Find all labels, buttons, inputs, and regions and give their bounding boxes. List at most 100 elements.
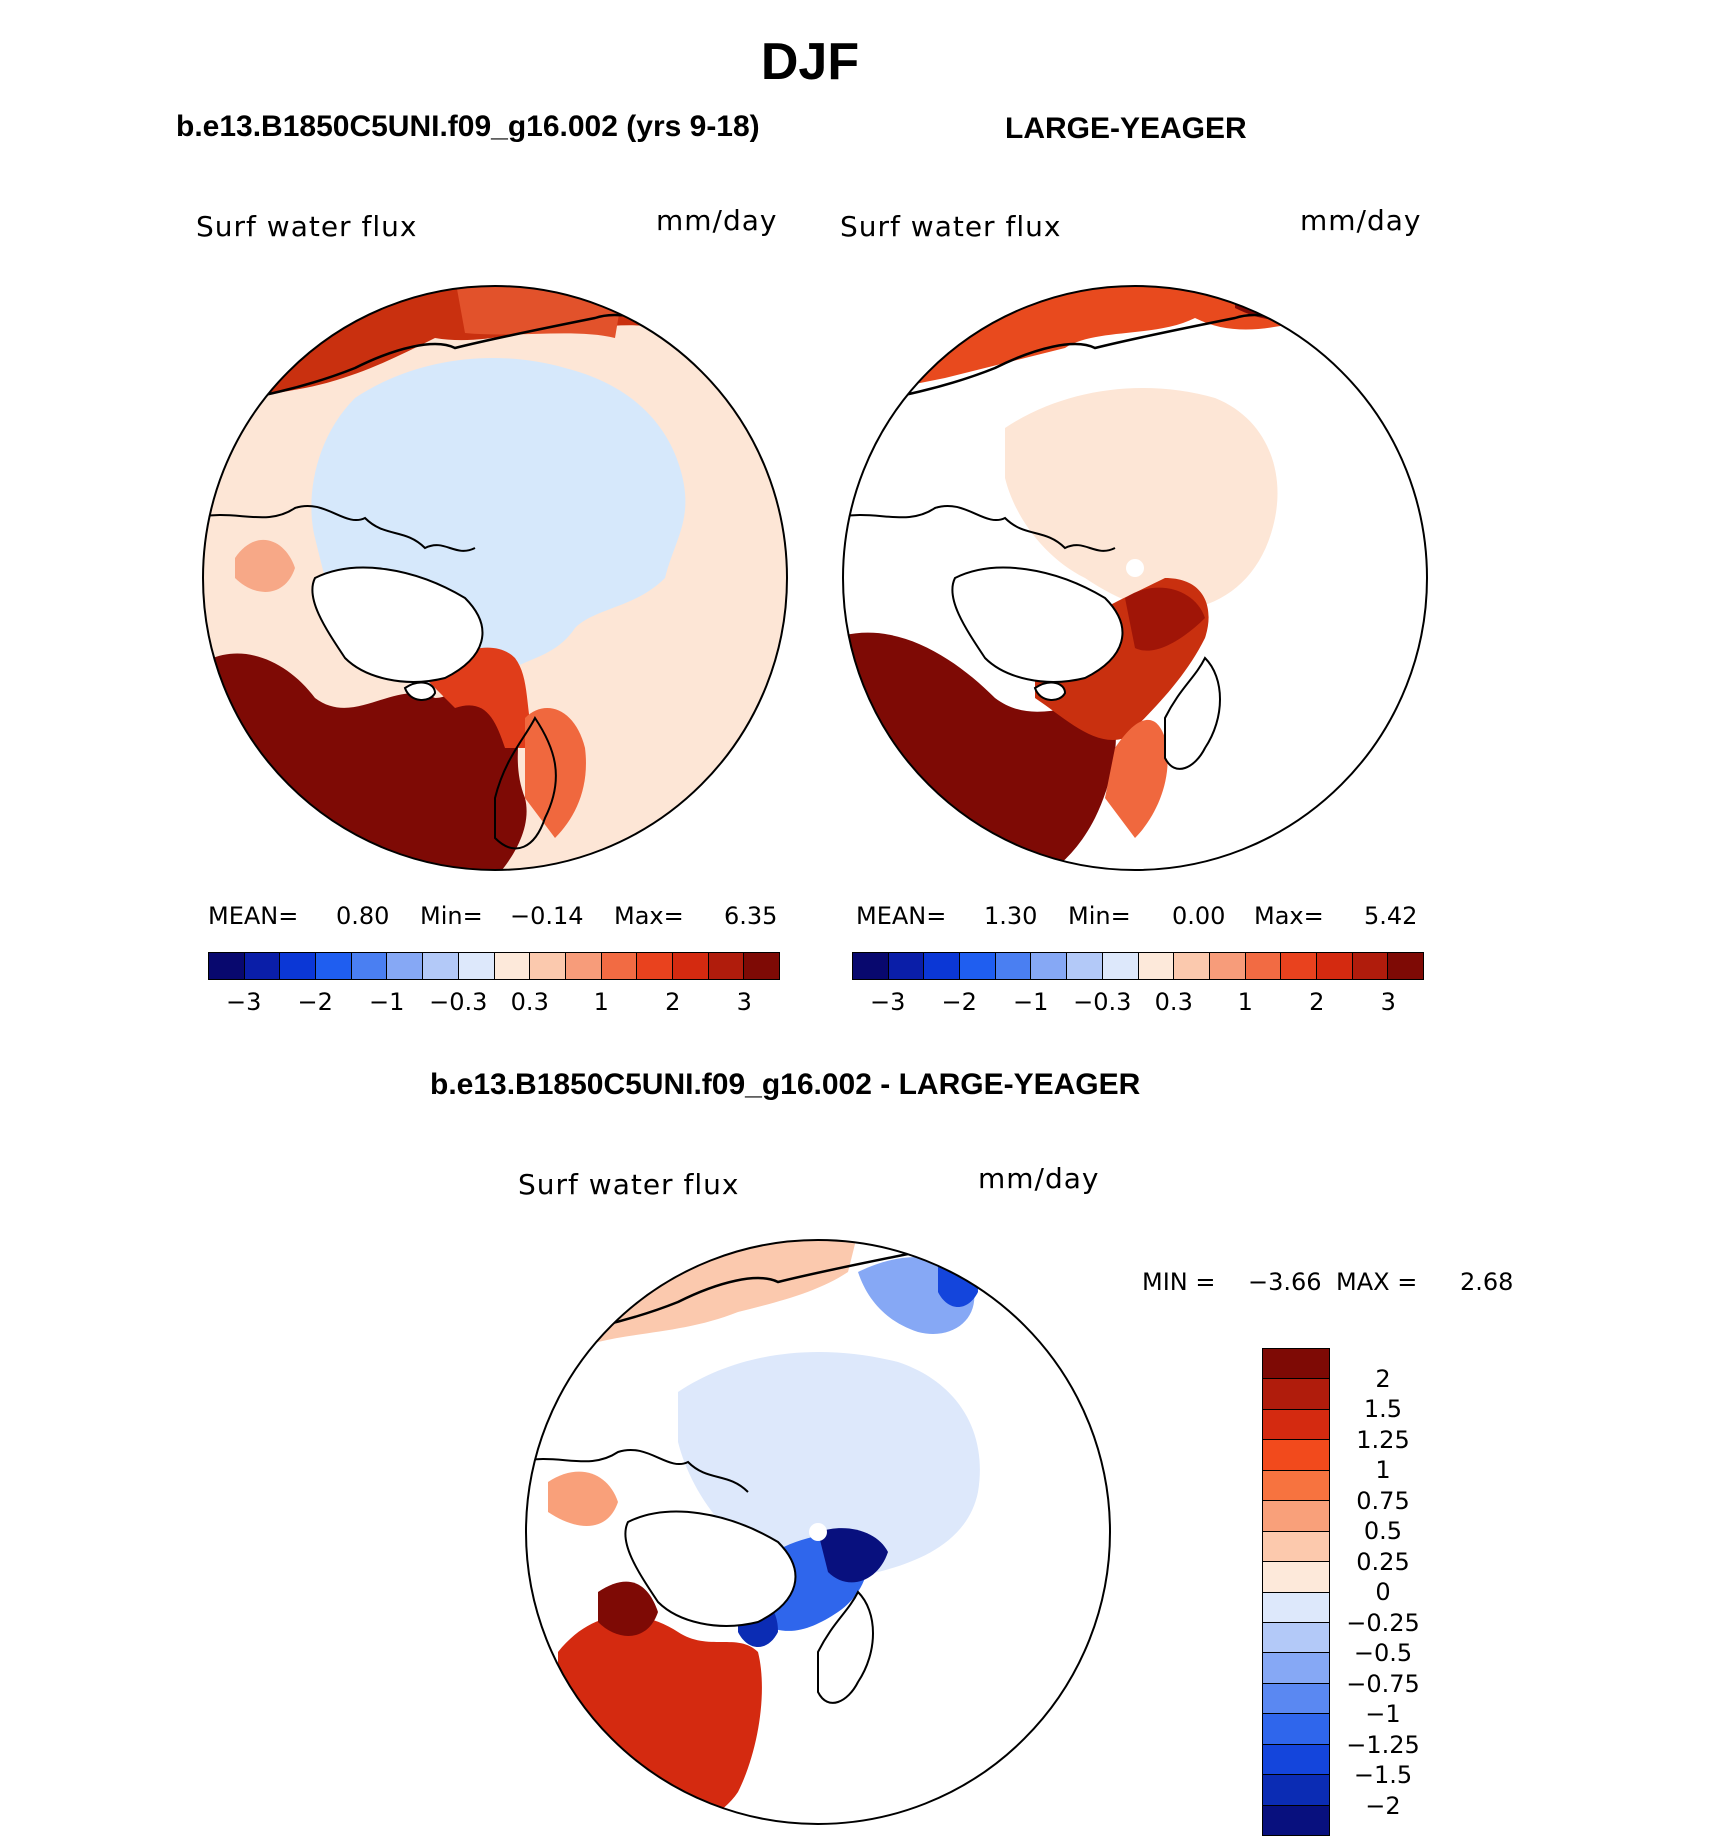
colorbar-panel-3-tick-label: −1.25 [1346, 1730, 1420, 1759]
colorbar-panel-2-swatch [924, 953, 961, 979]
north-atlantic-max [598, 1581, 658, 1636]
colorbar-panel-3-tick-label: −1 [1365, 1700, 1401, 1728]
pole-hole [809, 1523, 827, 1541]
colorbar-panel-1-tick-label: −0.3 [429, 988, 488, 1016]
colorbar-panel-2-swatch [1316, 953, 1353, 979]
colorbar-panel-1-tick-label: −2 [297, 988, 333, 1016]
panel-1-mean-value: 0.80 [336, 902, 390, 930]
colorbar-panel-3-swatch [1263, 1531, 1329, 1563]
colorbar-panel-2-swatch [1245, 953, 1282, 979]
colorbar-panel-3-tick-label: −0.25 [1346, 1608, 1420, 1637]
colorbar-panel-3-tick-label: 0.25 [1356, 1547, 1410, 1576]
iceland [1033, 681, 1067, 701]
colorbar-panel-3-swatch [1263, 1775, 1329, 1806]
panel-3-variable-label: Surf water flux [518, 1168, 740, 1201]
colorbar-panel-2-tick-label: −3 [870, 988, 906, 1016]
colorbar-panel-2-tick-label: −0.3 [1073, 988, 1132, 1016]
barents-negative-min [818, 1528, 888, 1583]
colorbar-panel-1-swatch [387, 953, 424, 979]
panel-1-min-value: −0.14 [510, 902, 584, 930]
colorbar-panel-3-tick-label: 0.5 [1363, 1517, 1403, 1545]
panel-3-title: b.e13.B1850C5UNI.f09_g16.002 - LARGE-YEA… [430, 1068, 1141, 1101]
colorbar-panel-2-swatch [1067, 953, 1103, 979]
colorbar-panel-1-swatch [744, 953, 779, 979]
panel-2-variable-label: Surf water flux [840, 210, 1062, 243]
panel-1-max-value: 6.35 [724, 902, 778, 930]
map-panel-1 [202, 285, 788, 871]
colorbar-panel-3-tick-label: 1.25 [1356, 1425, 1410, 1454]
panel-1-units-label: mm/day [656, 204, 778, 237]
colorbar-panel-1-swatch [351, 953, 388, 979]
panel-3-units-label: mm/day [978, 1162, 1100, 1195]
colorbar-panel-2-swatch [995, 953, 1032, 979]
arctic-ocean-region [678, 1352, 980, 1576]
colorbar-panel-2-tick-label: 2 [1309, 988, 1325, 1016]
colorbar-panel-3-swatch [1263, 1714, 1329, 1745]
colorbar-panel-1-swatch [316, 953, 352, 979]
panel-1-title: b.e13.B1850C5UNI.f09_g16.002 (yrs 9-18) [176, 110, 760, 143]
panel-2-max-label: Max= [1254, 902, 1324, 930]
colorbar-panel-3-tick-label: −0.5 [1353, 1639, 1413, 1667]
greenland [624, 1510, 797, 1627]
scandinavia-band [1105, 719, 1168, 838]
panel-3-max-label: MAX = [1336, 1268, 1418, 1296]
colorbar-panel-3-swatch [1263, 1683, 1329, 1715]
colorbar-panel-2-tick-label: 3 [1380, 988, 1396, 1016]
colorbar-panel-2-swatch [1138, 953, 1175, 979]
colorbar-panel-3-swatch [1263, 1379, 1329, 1410]
colorbar-panel-2-tick-label: −2 [941, 988, 977, 1016]
colorbar-panel-3-tick-label: 1.5 [1363, 1395, 1403, 1423]
colorbar-panel-2-swatch [888, 953, 925, 979]
panel-2-mean-label: MEAN= [856, 902, 947, 930]
colorbar-panel-2-swatch [1102, 953, 1139, 979]
figure-title: DJF [760, 33, 860, 91]
panel-2-title: LARGE-YEAGER [1005, 112, 1247, 145]
panel-3-min-label: MIN = [1142, 1268, 1216, 1296]
colorbar-panel-1-tick-label: 2 [665, 988, 681, 1016]
colorbar-panel-1-swatch [458, 953, 495, 979]
colorbar-panel-2-swatch [1209, 953, 1246, 979]
colorbar-panel-3-tick-label: 2 [1375, 1364, 1391, 1393]
north-america-coastline [203, 505, 476, 552]
north-america-coastline [526, 1449, 749, 1493]
colorbar-panel-3-swatch [1263, 1409, 1329, 1441]
colorbar-panel-3-tick-label: 1 [1375, 1456, 1391, 1484]
panel-2-min-value: 0.00 [1172, 902, 1226, 930]
colorbar-panel-3-swatch [1263, 1653, 1329, 1684]
colorbar-panel-3-swatch [1263, 1744, 1329, 1776]
colorbar-panel-1-swatch [672, 953, 709, 979]
colorbar-panel-3-tick-label: −1.5 [1353, 1761, 1413, 1789]
colorbar-panel-1-swatch [637, 953, 673, 979]
panel-1-mean-label: MEAN= [208, 902, 299, 930]
colorbar-panel-3-swatch [1263, 1501, 1329, 1532]
colorbar-panel-1-tick-label: 3 [736, 988, 752, 1016]
greenland [951, 566, 1124, 683]
colorbar-panel-1-swatch [565, 953, 602, 979]
colorbar-panel-1-swatch [494, 953, 531, 979]
colorbar-panel-2 [852, 952, 1424, 980]
colorbar-panel-2-tick-label: 0.3 [1154, 988, 1193, 1016]
colorbar-panel-3-swatch [1263, 1805, 1329, 1835]
north-america-coastline [843, 505, 1116, 552]
panel-2-max-value: 5.42 [1364, 902, 1418, 930]
map-panel-3 [525, 1239, 1111, 1825]
colorbar-panel-1-swatch [708, 953, 745, 979]
colorbar-panel-3-tick-label: 0 [1375, 1578, 1391, 1606]
colorbar-panel-1 [208, 952, 780, 980]
panel-1-min-label: Min= [420, 902, 483, 930]
colorbar-panel-1-swatch [244, 953, 281, 979]
colorbar-panel-2-swatch [1281, 953, 1317, 979]
map-panel-2 [842, 285, 1428, 871]
colorbar-panel-3-swatch [1263, 1440, 1329, 1471]
colorbar-panel-3 [1262, 1348, 1330, 1836]
bering-negative-min [938, 1258, 978, 1307]
colorbar-panel-3-swatch [1263, 1562, 1329, 1593]
panel-1-max-label: Max= [614, 902, 684, 930]
colorbar-panel-3-swatch [1263, 1592, 1329, 1623]
scandinavia-coast [1164, 656, 1221, 770]
iceland [403, 681, 437, 701]
pole-hole [1126, 559, 1144, 577]
colorbar-panel-1-tick-label: 1 [593, 988, 609, 1016]
north-atlantic-positive [558, 1615, 762, 1824]
panel-3-min-value: −3.66 [1248, 1268, 1322, 1296]
